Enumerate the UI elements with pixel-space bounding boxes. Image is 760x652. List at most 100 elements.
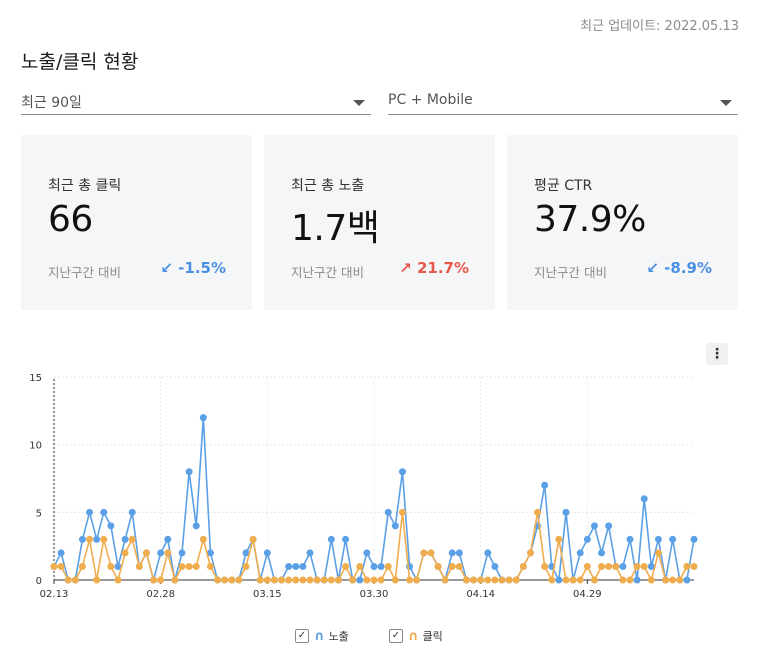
data-point <box>263 549 271 557</box>
data-point <box>526 549 534 557</box>
data-point <box>334 576 342 584</box>
data-point <box>669 535 677 543</box>
data-point <box>86 535 94 543</box>
data-point <box>192 522 200 530</box>
data-point <box>398 468 406 476</box>
data-point <box>491 562 499 570</box>
legend-item-clicks[interactable]: ✓ ∩ 클릭 <box>389 628 443 644</box>
data-point <box>278 576 286 584</box>
stat-label: 평균 CTR <box>534 178 593 194</box>
stat-card-clicks: 최근 총 클릭 66 지난구간 대비 ↙ -1.5% <box>21 135 252 310</box>
data-point <box>505 576 513 584</box>
data-point <box>299 576 307 584</box>
stat-card-impressions: 최근 총 노출 1.7백 지난구간 대비 ↗ 21.7% <box>264 135 495 310</box>
y-tick-label: 5 <box>36 508 42 519</box>
data-point <box>57 549 65 557</box>
data-point <box>64 576 72 584</box>
data-point <box>128 535 136 543</box>
series-swatch-icon: ∩ <box>408 628 419 644</box>
data-point <box>306 576 314 584</box>
stat-card-ctr: 평균 CTR 37.9% 지난구간 대비 ↙ -8.9% <box>507 135 738 310</box>
data-point <box>455 549 463 557</box>
data-point <box>263 576 271 584</box>
data-point <box>50 562 58 570</box>
data-point <box>93 576 101 584</box>
data-point <box>71 576 79 584</box>
data-point <box>150 576 158 584</box>
stat-compare-label: 지난구간 대비 <box>48 265 121 280</box>
data-point <box>221 576 229 584</box>
data-point <box>498 576 506 584</box>
page-title: 노출/클릭 현황 <box>21 51 139 73</box>
data-point <box>633 562 641 570</box>
data-point <box>448 562 456 570</box>
y-tick-label: 15 <box>29 373 42 384</box>
x-tick-label: 02.28 <box>146 589 175 600</box>
data-point <box>562 508 570 516</box>
data-point <box>534 508 542 516</box>
data-point <box>114 562 122 570</box>
data-point <box>377 562 385 570</box>
data-point <box>484 549 492 557</box>
stat-label: 최근 총 노출 <box>291 178 365 194</box>
device-select[interactable]: PC + Mobile <box>388 88 738 115</box>
data-point <box>93 535 101 543</box>
chevron-down-icon <box>353 100 365 106</box>
data-point <box>512 576 520 584</box>
data-point <box>470 576 478 584</box>
chart-menu-button[interactable]: ⋮ <box>706 343 728 365</box>
data-point <box>633 576 641 584</box>
data-point <box>206 549 214 557</box>
data-point <box>612 562 620 570</box>
x-tick-label: 04.14 <box>466 589 495 600</box>
data-point <box>270 576 278 584</box>
stat-compare-label: 지난구간 대비 <box>291 265 364 280</box>
data-point <box>377 576 385 584</box>
data-point <box>242 549 250 557</box>
data-point <box>413 576 421 584</box>
data-point <box>654 535 662 543</box>
data-point <box>171 576 179 584</box>
data-point <box>356 562 364 570</box>
chevron-down-icon <box>720 100 732 106</box>
data-point <box>541 562 549 570</box>
data-point <box>142 549 150 557</box>
line-chart: 0 5 10 15 02.13 02.28 03.15 03.30 04.14 04.29 <box>29 373 698 600</box>
data-point <box>626 576 634 584</box>
data-point <box>669 576 677 584</box>
data-point <box>462 576 470 584</box>
stat-compare-label: 지난구간 대비 <box>534 265 607 280</box>
data-point <box>590 522 598 530</box>
data-point <box>349 576 357 584</box>
vertical-dots-icon: ⋮ <box>710 346 724 362</box>
data-point <box>555 576 563 584</box>
data-point <box>78 562 86 570</box>
period-select[interactable]: 최근 90일 <box>21 88 371 115</box>
data-point <box>292 562 300 570</box>
data-point <box>569 576 577 584</box>
data-point <box>576 549 584 557</box>
data-point <box>107 562 115 570</box>
checkbox-checked-icon[interactable]: ✓ <box>389 629 403 643</box>
data-point <box>121 535 129 543</box>
data-point <box>647 576 655 584</box>
data-point <box>164 549 172 557</box>
data-point <box>57 562 65 570</box>
data-point <box>78 535 86 543</box>
data-point <box>640 562 648 570</box>
data-point <box>555 535 563 543</box>
data-point <box>619 576 627 584</box>
data-point <box>199 414 207 422</box>
legend-item-impressions[interactable]: ✓ ∩ 노출 <box>295 628 349 644</box>
data-point <box>228 576 236 584</box>
data-point <box>448 549 456 557</box>
data-point <box>199 535 207 543</box>
data-point <box>178 562 186 570</box>
last-updated-text: 최근 업데이트: 2022.05.13 <box>580 19 739 34</box>
checkbox-checked-icon[interactable]: ✓ <box>295 629 309 643</box>
data-point <box>100 508 108 516</box>
data-point <box>242 562 250 570</box>
data-point <box>562 576 570 584</box>
data-point <box>384 508 392 516</box>
device-select-value: PC + Mobile <box>388 92 473 108</box>
